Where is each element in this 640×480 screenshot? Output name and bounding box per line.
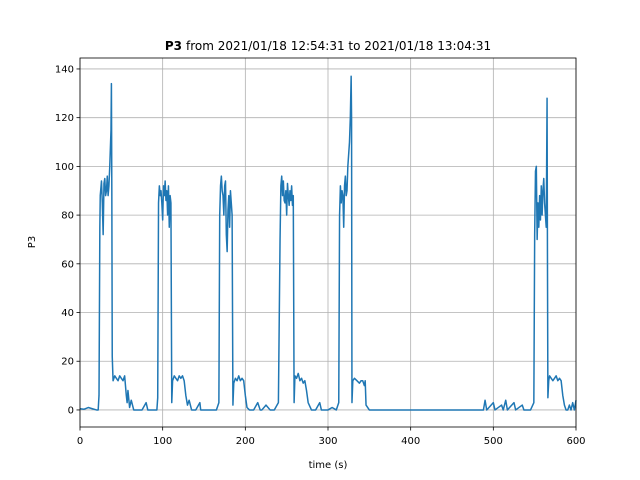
plot-frame xyxy=(79,57,577,428)
y-tick-label: 80 xyxy=(61,211,74,222)
x-tick-label: 200 xyxy=(236,436,255,447)
y-tick-label: 120 xyxy=(55,113,74,124)
x-tick-label: 400 xyxy=(401,436,420,447)
y-tick-label: 0 xyxy=(68,405,74,416)
title-rest: from 2021/01/18 12:54:31 to 2021/01/18 1… xyxy=(186,39,491,53)
title-bold: P3 xyxy=(165,39,182,53)
y-tick-label: 100 xyxy=(55,162,74,173)
x-tick-label: 500 xyxy=(484,436,503,447)
x-tick-label: 0 xyxy=(77,436,83,447)
chart-title: P3 from 2021/01/18 12:54:31 to 2021/01/18… xyxy=(165,39,491,53)
x-tick-label: 100 xyxy=(153,436,172,447)
y-tick-label: 20 xyxy=(61,357,74,368)
y-tick-label: 140 xyxy=(55,64,74,75)
x-tick-label: 300 xyxy=(318,436,337,447)
x-tick-label: 600 xyxy=(566,436,585,447)
x-axis-label: time (s) xyxy=(309,460,348,471)
y-axis-label: P3 xyxy=(27,236,38,248)
y-tick-label: 60 xyxy=(61,259,74,270)
y-tick-label: 40 xyxy=(61,308,74,319)
data-line xyxy=(79,75,577,411)
